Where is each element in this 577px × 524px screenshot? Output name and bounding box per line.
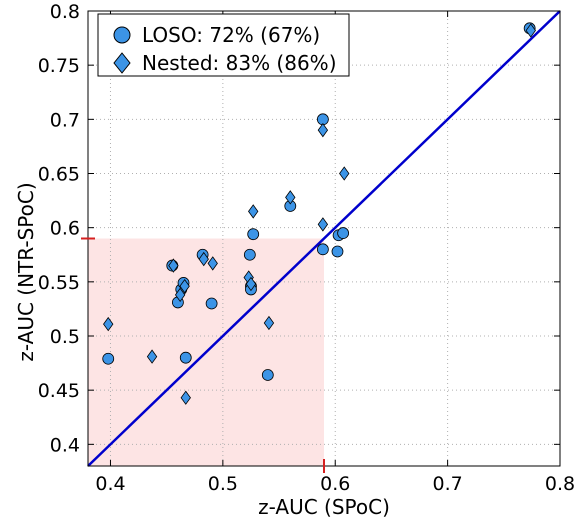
point-nested (317, 122, 329, 138)
data-points (102, 22, 536, 405)
point-loso (247, 228, 260, 241)
threshold-markers (81, 237, 325, 473)
x-tick-label: 0.8 (545, 473, 575, 495)
point-nested (285, 190, 296, 205)
point-nested (317, 217, 329, 232)
point-nested (207, 256, 218, 271)
axis-ticks (88, 10, 561, 466)
y-tick-label: 0.45 (38, 380, 80, 402)
point-nested (180, 390, 191, 405)
point-loso (102, 352, 115, 365)
legend-label-loso: LOSO: 72% (67%) (142, 23, 320, 47)
legend-box (97, 13, 350, 77)
y-tick-label: 0.65 (38, 164, 80, 186)
y-tick-label: 0.5 (50, 326, 80, 348)
point-nested (248, 204, 259, 219)
point-nested (146, 349, 158, 364)
point-loso (331, 245, 344, 258)
x-tick-label: 0.6 (320, 473, 350, 495)
x-tick-label: 0.4 (95, 473, 125, 495)
identity-line (87, 10, 561, 467)
legend: LOSO: 72% (67%) Nested: 83% (86%) (97, 13, 350, 77)
y-tick-label: 0.75 (38, 55, 80, 77)
x-tick-labels: 0.4 0.5 0.6 0.7 0.8 (95, 473, 575, 495)
y-tick-labels: 0.4 0.45 0.5 0.55 0.6 0.65 0.7 0.75 0.8 (38, 1, 80, 456)
legend-marker-circle-icon (113, 26, 131, 44)
point-nested (263, 315, 275, 331)
x-tick-label: 0.5 (208, 473, 238, 495)
point-loso (316, 243, 329, 256)
point-nested (198, 251, 209, 267)
y-tick-label: 0.7 (50, 109, 80, 131)
point-nested (174, 287, 186, 303)
point-loso (205, 297, 218, 310)
y-tick-label: 0.6 (50, 218, 80, 240)
point-loso (261, 369, 274, 381)
y-tick-label: 0.55 (38, 272, 80, 294)
point-nested (168, 258, 179, 273)
point-nested (245, 276, 257, 292)
legend-marker-diamond-icon (113, 52, 131, 74)
x-axis-label: z-AUC (SPoC) (258, 495, 390, 519)
point-loso (337, 227, 350, 239)
legend-label-nested: Nested: 83% (86%) (142, 51, 337, 75)
point-nested (525, 23, 536, 38)
y-tick-label: 0.8 (50, 1, 80, 23)
x-tick-label: 0.7 (433, 473, 463, 495)
point-loso (243, 248, 256, 261)
y-axis-label: z-AUC (NTR-SPoC) (14, 182, 38, 361)
point-nested (179, 278, 190, 294)
point-loso (179, 351, 192, 364)
point-nested (339, 166, 350, 181)
point-nested (103, 316, 114, 332)
y-tick-label: 0.4 (50, 434, 80, 456)
